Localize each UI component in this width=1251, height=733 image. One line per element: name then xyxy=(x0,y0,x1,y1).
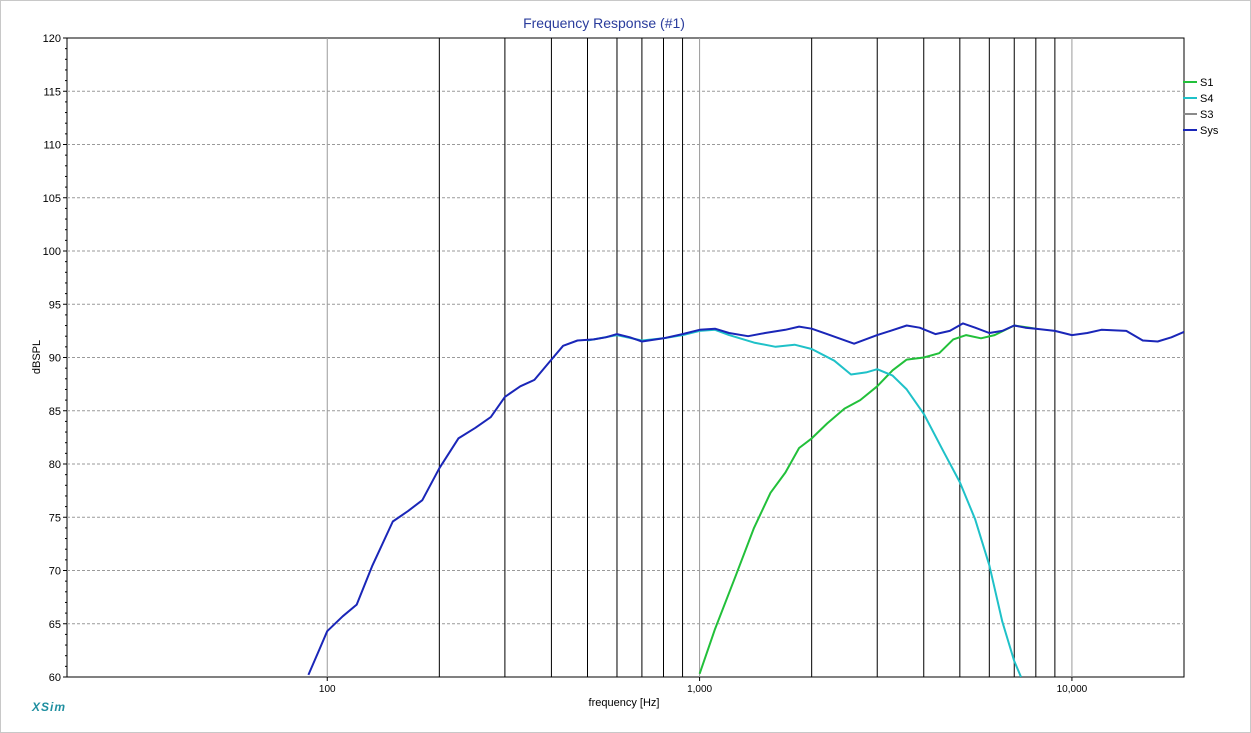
series-line-sys xyxy=(307,322,1184,676)
legend-label-s1: S1 xyxy=(1200,77,1213,89)
y-tick-label: 105 xyxy=(43,193,61,205)
y-tick-label: 65 xyxy=(49,619,61,631)
y-tick-label: 60 xyxy=(49,672,61,684)
y-tick-label: 100 xyxy=(43,246,61,258)
y-tick-label: 120 xyxy=(43,33,61,45)
y-tick-label: 80 xyxy=(49,459,61,471)
y-axis-label: dBSPL xyxy=(31,340,43,374)
series-line-s4 xyxy=(587,328,1022,677)
x-tick-label: 10,000 xyxy=(1057,684,1088,695)
series-line-s1 xyxy=(698,324,1036,675)
y-tick-label: 95 xyxy=(49,299,61,311)
y-tick-label: 75 xyxy=(49,512,61,524)
legend-label-sys: Sys xyxy=(1200,125,1219,137)
xsim-logo: XSim xyxy=(32,700,67,714)
legend-label-s4: S4 xyxy=(1200,93,1213,105)
x-axis-label: frequency [Hz] xyxy=(589,697,660,709)
y-tick-label: 85 xyxy=(49,406,61,418)
x-tick-label: 100 xyxy=(319,684,336,695)
y-tick-label: 70 xyxy=(49,566,61,578)
x-tick-label: 1,000 xyxy=(687,684,712,695)
y-tick-label: 90 xyxy=(49,353,61,365)
y-tick-label: 110 xyxy=(43,140,61,152)
legend-label-s3: S3 xyxy=(1200,109,1213,121)
chart-title: Frequency Response (#1) xyxy=(523,15,685,31)
y-tick-label: 115 xyxy=(43,86,61,98)
